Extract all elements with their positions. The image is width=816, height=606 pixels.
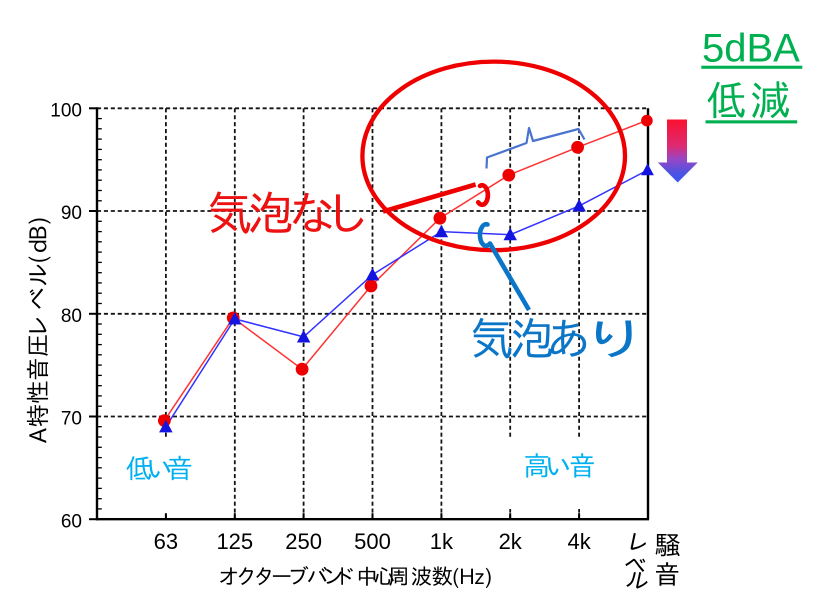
svg-text:100: 100 <box>50 101 82 122</box>
svg-text:2k: 2k <box>499 529 523 554</box>
svg-text:250: 250 <box>285 529 322 554</box>
svg-text:5dBA: 5dBA <box>702 27 800 71</box>
svg-text:500: 500 <box>354 529 391 554</box>
svg-text:60: 60 <box>61 511 82 532</box>
svg-text:125: 125 <box>216 529 253 554</box>
svg-text:4k: 4k <box>567 529 591 554</box>
svg-text:70: 70 <box>61 409 82 430</box>
svg-text:80: 80 <box>61 306 82 327</box>
svg-text:63: 63 <box>154 529 178 554</box>
svg-text:1k: 1k <box>430 529 454 554</box>
svg-text:90: 90 <box>61 203 82 224</box>
